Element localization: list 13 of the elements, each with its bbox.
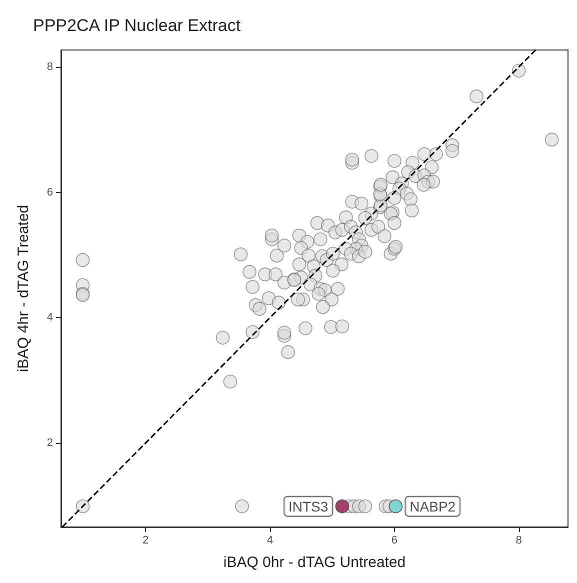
y-tick-label: 6 [46, 186, 53, 198]
y-tick-label: 2 [46, 437, 53, 450]
x-axis-title: iBAQ 0hr - dTAG Untreated [223, 554, 406, 571]
y-axis-title: iBAQ 4hr - dTAG Treated [15, 204, 32, 372]
y-tick-label: 8 [46, 60, 53, 73]
x-tick-label: 2 [142, 534, 149, 546]
x-tick-label: 6 [391, 534, 398, 546]
x-tick-label: 4 [266, 534, 274, 546]
annotation: NABP2 [410, 498, 456, 514]
y-tick-label: 4 [46, 312, 53, 324]
chart-title: PPP2CA IP Nuclear Extract [33, 16, 241, 35]
annotation: INTS3 [288, 498, 328, 514]
x-tick-label: 8 [516, 534, 522, 546]
